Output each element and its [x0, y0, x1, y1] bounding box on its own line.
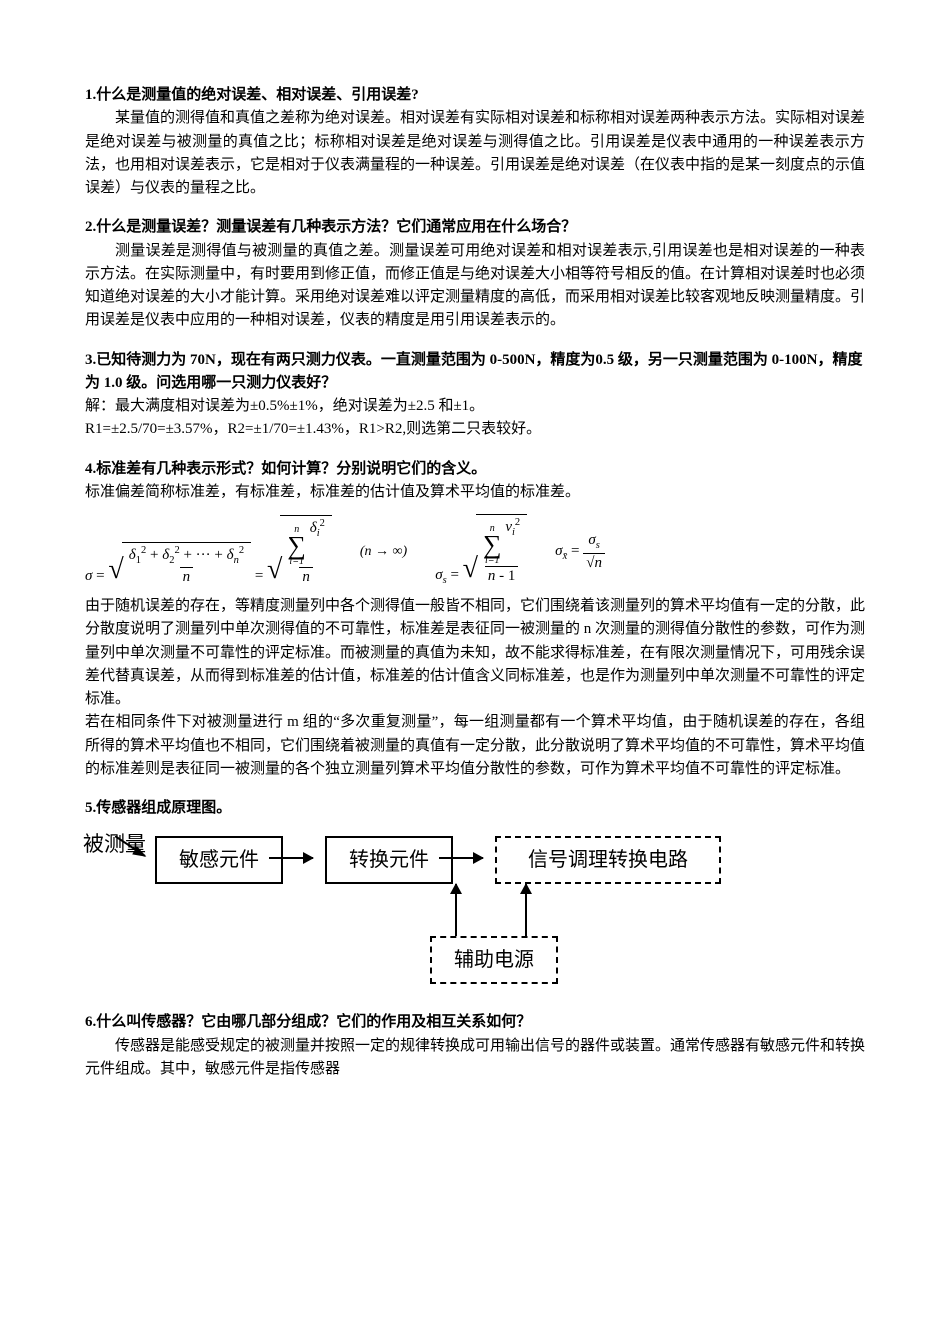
q6-body: 传感器是能感受规定的被测量并按照一定的规律转换成可用输出信号的器件或装置。通常传… [85, 1035, 865, 1082]
q4-para1: 由于随机误差的存在，等精度测量列中各个测得值一般皆不相同，它们围绕着该测量列的算… [85, 595, 865, 711]
arrow-power-to-conditioning [525, 884, 527, 936]
q2-body: 测量误差是测得值与被测量的真值之差。测量误差可用绝对误差和相对误差表示,引用误差… [85, 240, 865, 333]
arrow-power-to-transducer [455, 884, 457, 936]
q1-body: 某量值的测得值和真值之差称为绝对误差。相对误差有实际相对误差和标称相对误差两种表… [85, 107, 865, 200]
q4-heading: 4.标准差有几种表示形式？如何计算？分别说明它们的含义。 [85, 458, 865, 481]
q3-line1: 解：最大满度相对误差为±0.5%±1%，绝对误差为±2.5 和±1。 [85, 395, 865, 418]
q4-formula-row: σ = √ δ12 + δ22 + ··· + δn2 n = √ n ∑ i=… [85, 514, 865, 589]
document-page: 1.什么是测量值的绝对误差、相对误差、引用误差? 某量值的测得值和真值之差称为绝… [0, 0, 950, 1141]
q2-heading: 2.什么是测量误差？测量误差有几种表示方法？它们通常应用在什么场合？ [85, 216, 865, 239]
arrow-in [115, 836, 157, 864]
q3-heading: 3.已知待测力为 70N，现在有两只测力仪表。一直测量范围为 0-500N，精度… [85, 349, 865, 396]
q4-intro: 标准偏差简称标准差，有标准差，标准差的估计值及算术平均值的标准差。 [85, 481, 865, 504]
box-signal-conditioning: 信号调理转换电路 [495, 836, 721, 884]
box-transducer-element: 转换元件 [325, 836, 453, 884]
sensor-block-diagram: 被测量 敏感元件 转换元件 信号调理转换电路 辅助电源 [85, 826, 725, 1001]
q6-heading: 6.什么叫传感器？它由哪几部分组成？它们的作用及相互关系如何？ [85, 1011, 865, 1034]
q1-heading: 1.什么是测量值的绝对误差、相对误差、引用误差? [85, 84, 865, 107]
formula-2: σs = √ n ∑ i=1 vi2 n - 1 [435, 514, 527, 589]
q3-line2: R1=±2.5/70=±3.57%，R2=±1/70=±1.43%，R1>R2,… [85, 418, 865, 441]
q5-heading: 5.传感器组成原理图。 [85, 797, 865, 820]
formula-1: σ = √ δ12 + δ22 + ··· + δn2 n = √ n ∑ i=… [85, 515, 332, 588]
box-sensitive-element: 敏感元件 [155, 836, 283, 884]
box-aux-power: 辅助电源 [430, 936, 558, 984]
formula-note: (n → ∞) [360, 541, 407, 563]
q4-para2: 若在相同条件下对被测量进行 m 组的“多次重复测量”，每一组测量都有一个算术平均… [85, 711, 865, 781]
arrow-2-3 [439, 857, 483, 859]
arrow-1-2 [269, 857, 313, 859]
formula-3: σx̄ = σs √n [555, 532, 605, 571]
